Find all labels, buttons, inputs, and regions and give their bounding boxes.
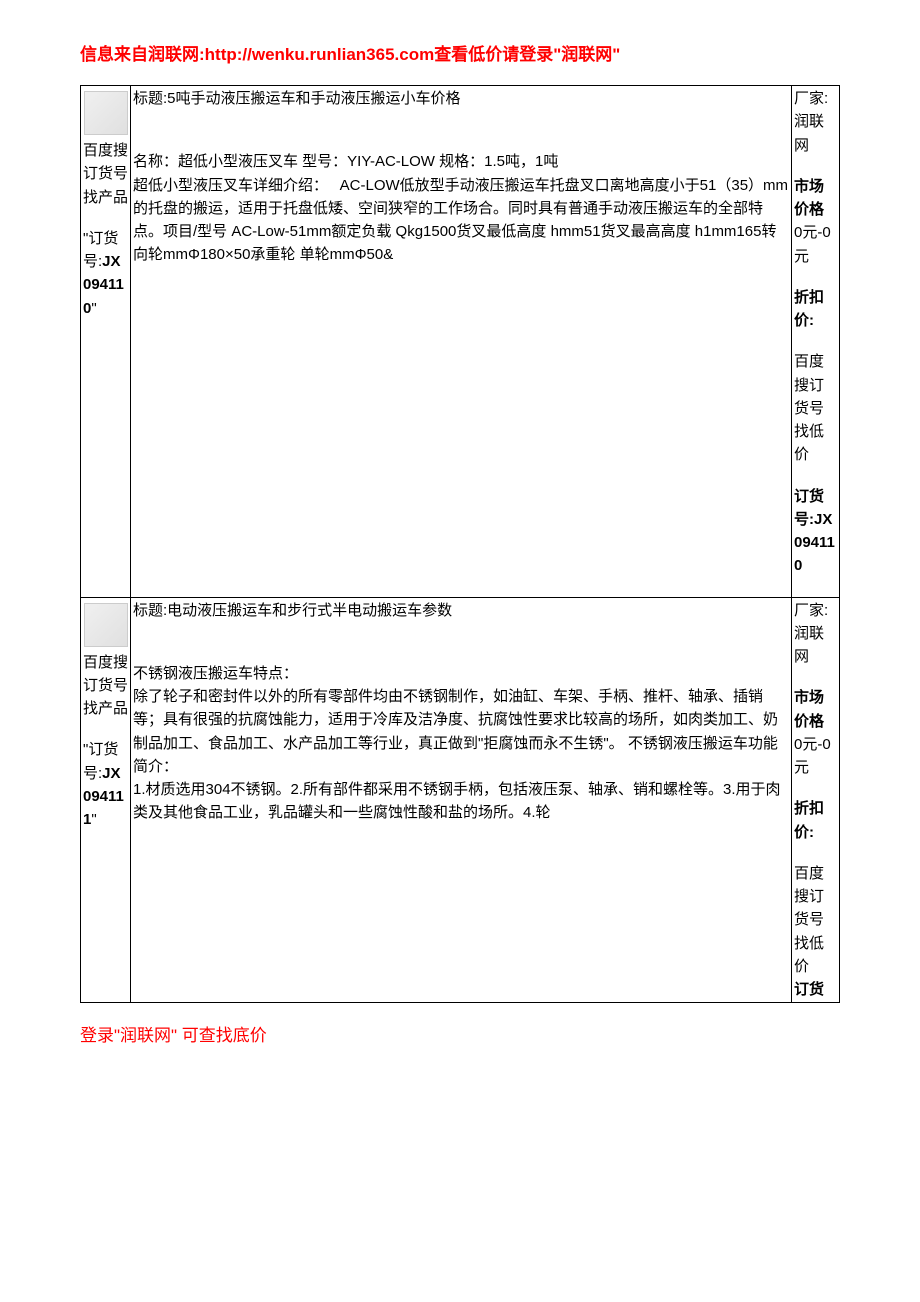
order-suffix: "	[91, 300, 96, 317]
price-value: 0元-0元	[794, 221, 837, 268]
right-search-label: 百度搜订货号找低价	[794, 862, 837, 978]
title-text: 5吨手动液压搬运车和手动液压搬运小车价格	[167, 90, 460, 107]
left-cell: 百度搜订货号找产品 "订货号:JX094111"	[81, 597, 131, 1003]
left-order: "订货号:JX094111"	[83, 738, 128, 831]
vendor-label: 厂家:	[794, 90, 828, 107]
right-search-label: 百度搜订货号找低价	[794, 350, 837, 466]
price-label: 市场价格	[794, 686, 837, 733]
body-line: 1.材质选用304不锈钢。2.所有部件都采用不锈钢手柄，包括液压泵、轴承、销和螺…	[133, 778, 789, 825]
title-text: 电动液压搬运车和步行式半电动搬运车参数	[167, 602, 452, 619]
product-title: 标题:电动液压搬运车和步行式半电动搬运车参数	[133, 599, 789, 622]
left-cell: 百度搜订货号找产品 "订货号:JX094110"	[81, 86, 131, 598]
vendor: 厂家: 润联网	[794, 599, 837, 669]
left-search-label: 百度搜订货号找产品	[83, 139, 128, 209]
header-url: http://wenku.runlian365.com	[205, 45, 435, 64]
right-order: 订货号:JX094110	[794, 485, 837, 578]
order-suffix: "	[91, 811, 96, 828]
product-image-placeholder	[84, 603, 128, 647]
title-label: 标题:	[133, 90, 167, 107]
left-order: "订货号:JX094110"	[83, 227, 128, 320]
vendor-name: 润联网	[794, 625, 824, 665]
right-order-label: 订货	[794, 978, 837, 1001]
discount-label: 折扣价:	[794, 286, 837, 333]
price-value: 0元-0元	[794, 733, 837, 780]
body-line: 超低小型液压叉车详细介绍： AC-LOW低放型手动液压搬运车托盘叉口离地高度小于…	[133, 174, 789, 267]
body-line: 除了轮子和密封件以外的所有零部件均由不锈钢制作，如油缸、车架、手柄、推杆、轴承、…	[133, 685, 789, 778]
body-line: 不锈钢液压搬运车特点：	[133, 662, 789, 685]
left-search-label: 百度搜订货号找产品	[83, 651, 128, 721]
header-prefix: 信息来自润联网:	[80, 45, 205, 64]
page-header: 信息来自润联网:http://wenku.runlian365.com查看低价请…	[80, 40, 840, 65]
body-line: 名称：超低小型液压叉车 型号：YIY-AC-LOW 规格：1.5吨，1吨	[133, 150, 789, 173]
product-image-placeholder	[84, 91, 128, 135]
price-label: 市场价格	[794, 175, 837, 222]
discount-label: 折扣价:	[794, 797, 837, 844]
title-label: 标题:	[133, 602, 167, 619]
table-row: 百度搜订货号找产品 "订货号:JX094110" 标题:5吨手动液压搬运车和手动…	[81, 86, 840, 598]
header-suffix: 查看低价请登录"润联网"	[434, 45, 620, 64]
mid-cell: 标题:5吨手动液压搬运车和手动液压搬运小车价格 名称：超低小型液压叉车 型号：Y…	[131, 86, 792, 598]
mid-cell: 标题:电动液压搬运车和步行式半电动搬运车参数 不锈钢液压搬运车特点： 除了轮子和…	[131, 597, 792, 1003]
vendor-name: 润联网	[794, 113, 824, 153]
vendor-label: 厂家:	[794, 602, 828, 619]
page-footer: 登录"润联网" 可查找底价	[80, 1021, 840, 1046]
product-title: 标题:5吨手动液压搬运车和手动液压搬运小车价格	[133, 87, 789, 110]
vendor: 厂家: 润联网	[794, 87, 837, 157]
products-table: 百度搜订货号找产品 "订货号:JX094110" 标题:5吨手动液压搬运车和手动…	[80, 85, 840, 1003]
right-cell: 厂家: 润联网 市场价格 0元-0元 折扣价: 百度搜订货号找低价 订货	[792, 597, 840, 1003]
table-row: 百度搜订货号找产品 "订货号:JX094111" 标题:电动液压搬运车和步行式半…	[81, 597, 840, 1003]
right-cell: 厂家: 润联网 市场价格 0元-0元 折扣价: 百度搜订货号找低价 订货号:JX0…	[792, 86, 840, 598]
